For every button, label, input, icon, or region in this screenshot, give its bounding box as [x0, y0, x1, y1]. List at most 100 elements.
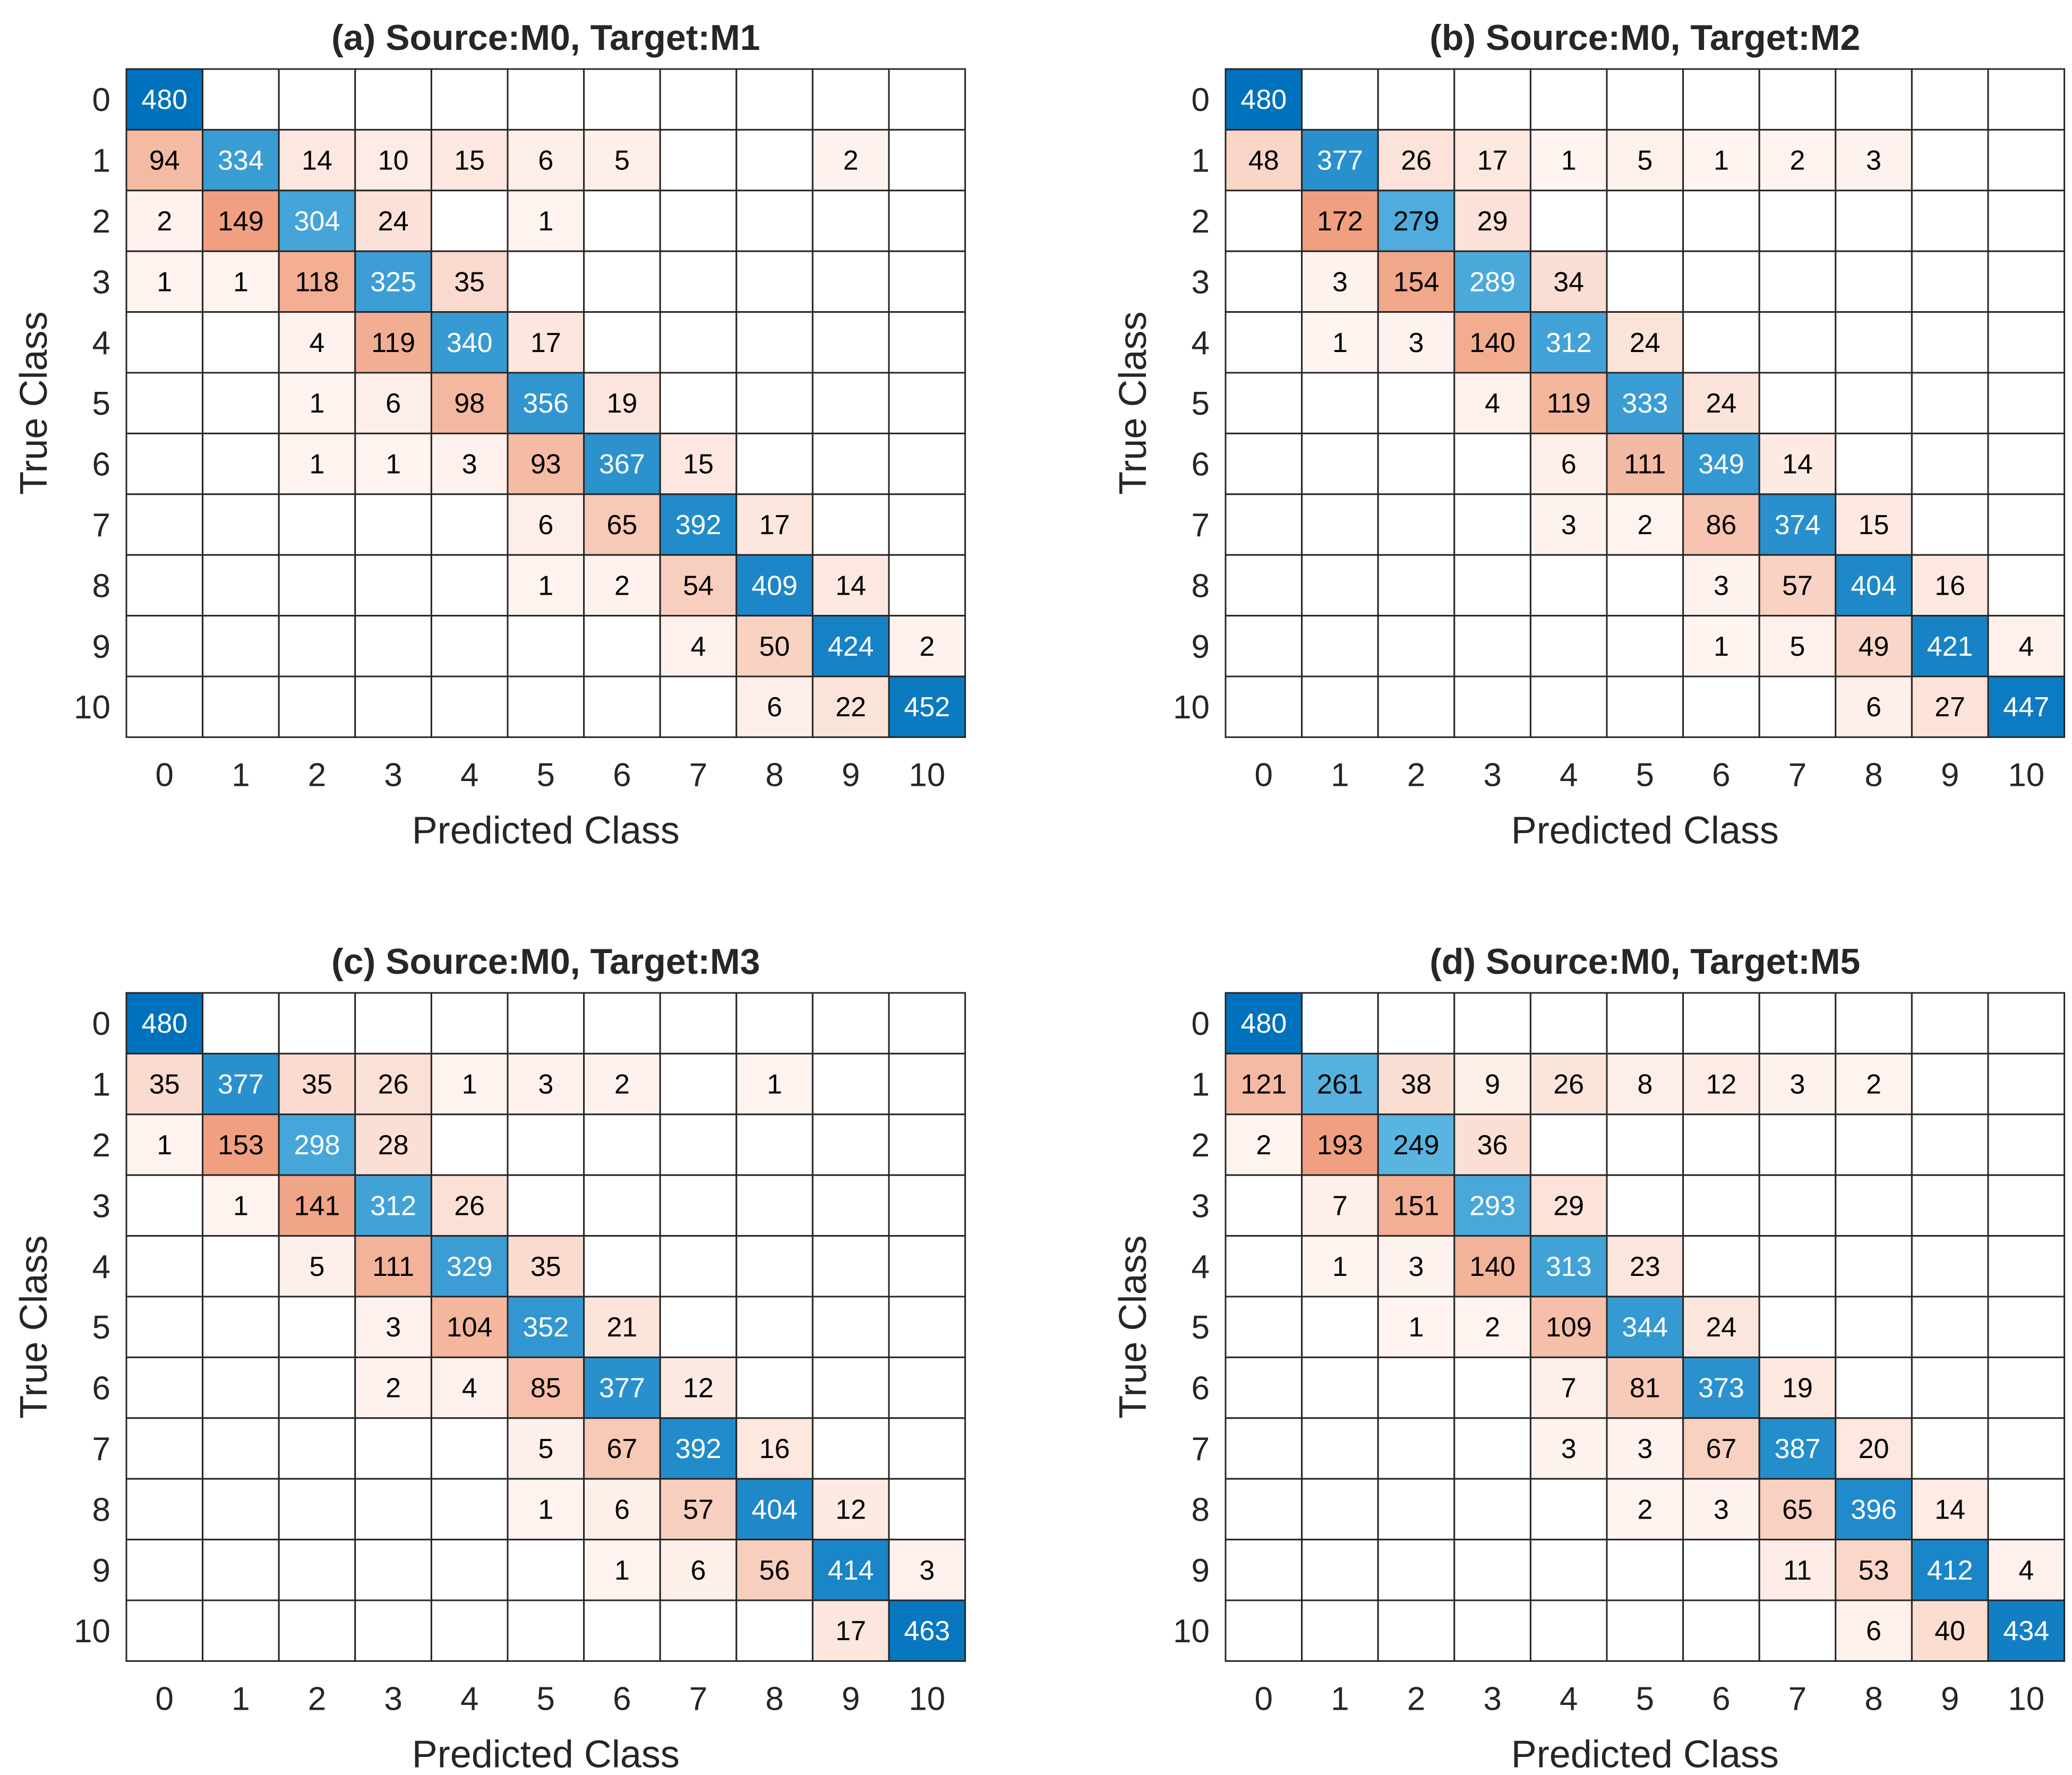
cell-value: 10 — [378, 145, 409, 176]
cell-value: 480 — [141, 84, 187, 115]
matrix-cell — [811, 1235, 890, 1298]
cell-value: 1 — [1714, 145, 1729, 176]
matrix-cell — [1377, 493, 1455, 556]
matrix-cell — [1225, 493, 1303, 556]
matrix-cell — [1835, 675, 1913, 738]
cell-value: 6 — [1866, 1616, 1881, 1647]
matrix-cell — [354, 1113, 432, 1176]
cell-value: 6 — [614, 1494, 630, 1525]
matrix-cell — [583, 493, 661, 556]
matrix-cell — [430, 1113, 509, 1176]
matrix-cell — [1225, 372, 1303, 434]
cell-value: 81 — [1630, 1373, 1660, 1404]
x-tick-label: 3 — [1483, 1680, 1501, 1717]
matrix-cell — [1453, 1113, 1531, 1176]
cell-value: 5 — [310, 1251, 325, 1282]
matrix-cell — [583, 311, 661, 374]
cell-value: 1 — [386, 449, 401, 480]
matrix-cell — [507, 1296, 585, 1358]
matrix-cell — [1987, 432, 2066, 495]
matrix-cell — [1987, 250, 2066, 313]
matrix-cell — [811, 372, 890, 434]
matrix-cell — [354, 311, 432, 374]
matrix-cell — [202, 1235, 280, 1298]
matrix-cell — [507, 311, 585, 374]
cell-value: 2 — [614, 570, 630, 601]
matrix-cell — [1758, 1052, 1837, 1116]
matrix-cell — [1606, 1599, 1684, 1662]
matrix-cell — [354, 1296, 432, 1358]
matrix-cell — [1835, 1174, 1913, 1237]
matrix-cell — [1606, 1539, 1684, 1601]
matrix-cell — [1453, 1296, 1531, 1358]
matrix-cell — [202, 1296, 280, 1358]
matrix-cell — [1987, 1174, 2066, 1237]
matrix-cell — [735, 675, 814, 738]
matrix-cell — [1835, 554, 1913, 617]
y-axis-label: True Class — [13, 1235, 55, 1418]
matrix-cell — [202, 1113, 280, 1176]
matrix-cell — [1453, 675, 1531, 738]
matrix-cell — [507, 1235, 585, 1298]
matrix-cell — [125, 1599, 204, 1662]
y-tick-label: 10 — [1173, 1613, 1210, 1650]
matrix-cell — [354, 1599, 432, 1662]
cell-value: 1 — [462, 1069, 477, 1100]
cell-value: 16 — [759, 1434, 790, 1464]
matrix-cell — [1606, 1356, 1684, 1419]
cell-value: 447 — [2003, 692, 2049, 723]
matrix-cell — [659, 1356, 738, 1419]
matrix-cell — [659, 1478, 738, 1541]
matrix-cell — [430, 493, 509, 556]
cell-value: 67 — [1706, 1434, 1736, 1464]
matrix-cell — [888, 1478, 966, 1541]
cell-value: 11 — [1783, 1555, 1812, 1586]
cell-value: 5 — [538, 1434, 553, 1464]
cell-value: 1 — [157, 1130, 172, 1161]
cell-value: 3 — [919, 1555, 935, 1586]
y-tick-label: 7 — [1192, 1431, 1210, 1468]
matrix-cell — [125, 1235, 204, 1298]
cell-value: 19 — [606, 388, 637, 419]
y-tick-label: 0 — [1192, 82, 1210, 118]
matrix-cell — [430, 554, 509, 617]
cell-value: 56 — [759, 1555, 790, 1586]
matrix-cell — [1987, 1296, 2066, 1358]
matrix-cell — [1301, 68, 1379, 131]
cell-value: 16 — [1934, 570, 1965, 601]
cell-value: 1 — [538, 1494, 553, 1525]
matrix-cell — [354, 1052, 432, 1116]
matrix-cell — [1377, 675, 1455, 738]
matrix-cell — [354, 1235, 432, 1298]
matrix-cell — [1453, 493, 1531, 556]
y-tick-label: 8 — [92, 1491, 110, 1528]
matrix-cell — [507, 1539, 585, 1601]
matrix-cell — [507, 554, 585, 617]
matrix-cell — [1911, 1356, 1989, 1419]
matrix-cell — [125, 1113, 204, 1176]
y-tick-label: 10 — [74, 689, 110, 726]
matrix-cell — [125, 615, 204, 678]
cell-value: 17 — [759, 510, 790, 541]
cell-value: 2 — [1866, 1069, 1881, 1100]
matrix-cell — [202, 432, 280, 495]
cell-value: 424 — [828, 631, 874, 662]
cell-value: 49 — [1859, 631, 1889, 662]
matrix-cell — [583, 615, 661, 678]
y-tick-label: 3 — [1192, 264, 1210, 301]
matrix-cell — [1225, 1174, 1303, 1237]
matrix-cell — [1835, 1235, 1913, 1298]
matrix-cell — [1301, 615, 1379, 678]
matrix-cell — [507, 372, 585, 434]
matrix-cell — [735, 128, 814, 192]
matrix-cell — [1301, 372, 1379, 434]
matrix-cell — [430, 1052, 509, 1116]
matrix-cell — [811, 493, 890, 556]
matrix-cell — [125, 372, 204, 434]
cell-value: 2 — [1256, 1130, 1271, 1161]
cell-value: 14 — [1782, 449, 1813, 480]
cell-value: 480 — [1240, 1008, 1287, 1039]
cell-value: 111 — [372, 1251, 414, 1282]
matrix-cell — [278, 493, 356, 556]
